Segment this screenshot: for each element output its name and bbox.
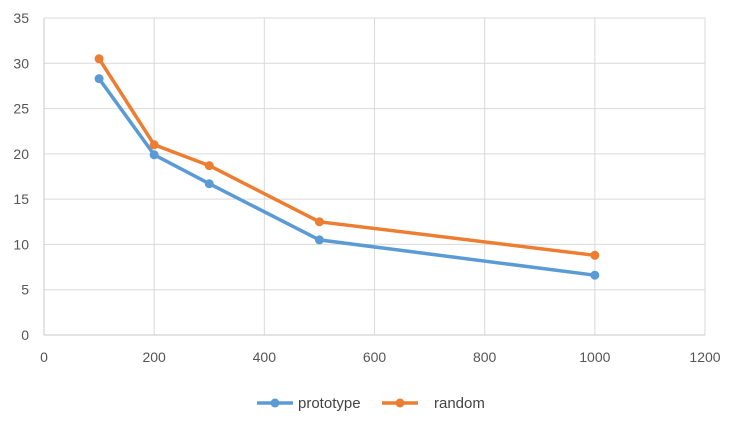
legend-label: prototype	[298, 395, 361, 412]
x-tick-label: 600	[363, 349, 387, 365]
y-tick-label: 5	[21, 282, 29, 298]
y-tick-label: 35	[13, 10, 29, 26]
axis-layer: 0 200 400 600 800 1000 1200 0 5 10 15 20 25 30 35	[13, 10, 720, 365]
y-tick-label: 20	[13, 146, 29, 162]
x-tick-label: 1000	[579, 349, 610, 365]
data-point-prototype	[314, 235, 324, 245]
series-random	[94, 54, 600, 260]
y-tick-label: 0	[21, 327, 29, 343]
data-point-prototype	[590, 270, 600, 280]
y-tick-label: 15	[13, 191, 29, 207]
legend-swatch-marker	[395, 398, 405, 408]
data-point-prototype	[149, 150, 159, 160]
grid-layer	[44, 17, 706, 335]
legend-item-random: random	[382, 395, 485, 412]
legend-label: random	[434, 395, 485, 412]
x-tick-label: 400	[253, 349, 277, 365]
data-point-prototype	[94, 74, 104, 84]
data-point-random	[204, 161, 214, 171]
x-tick-label: 1200	[689, 349, 720, 365]
data-point-random	[590, 250, 600, 260]
x-tick-label: 0	[40, 349, 48, 365]
data-point-random	[314, 217, 324, 227]
legend-item-prototype: prototype	[257, 395, 361, 412]
legend-swatch-marker	[270, 398, 280, 408]
x-tick-label: 200	[142, 349, 166, 365]
series-layer	[94, 54, 600, 280]
y-tick-label: 10	[13, 236, 29, 252]
data-point-prototype	[204, 179, 214, 189]
y-tick-label: 25	[13, 101, 29, 117]
y-tick-label: 30	[13, 55, 29, 71]
data-point-random	[94, 54, 104, 64]
legend: prototype random	[257, 395, 485, 412]
series-line-random	[97, 57, 597, 258]
series-prototype	[94, 74, 600, 280]
x-tick-label: 800	[473, 349, 497, 365]
data-point-random	[149, 140, 159, 150]
